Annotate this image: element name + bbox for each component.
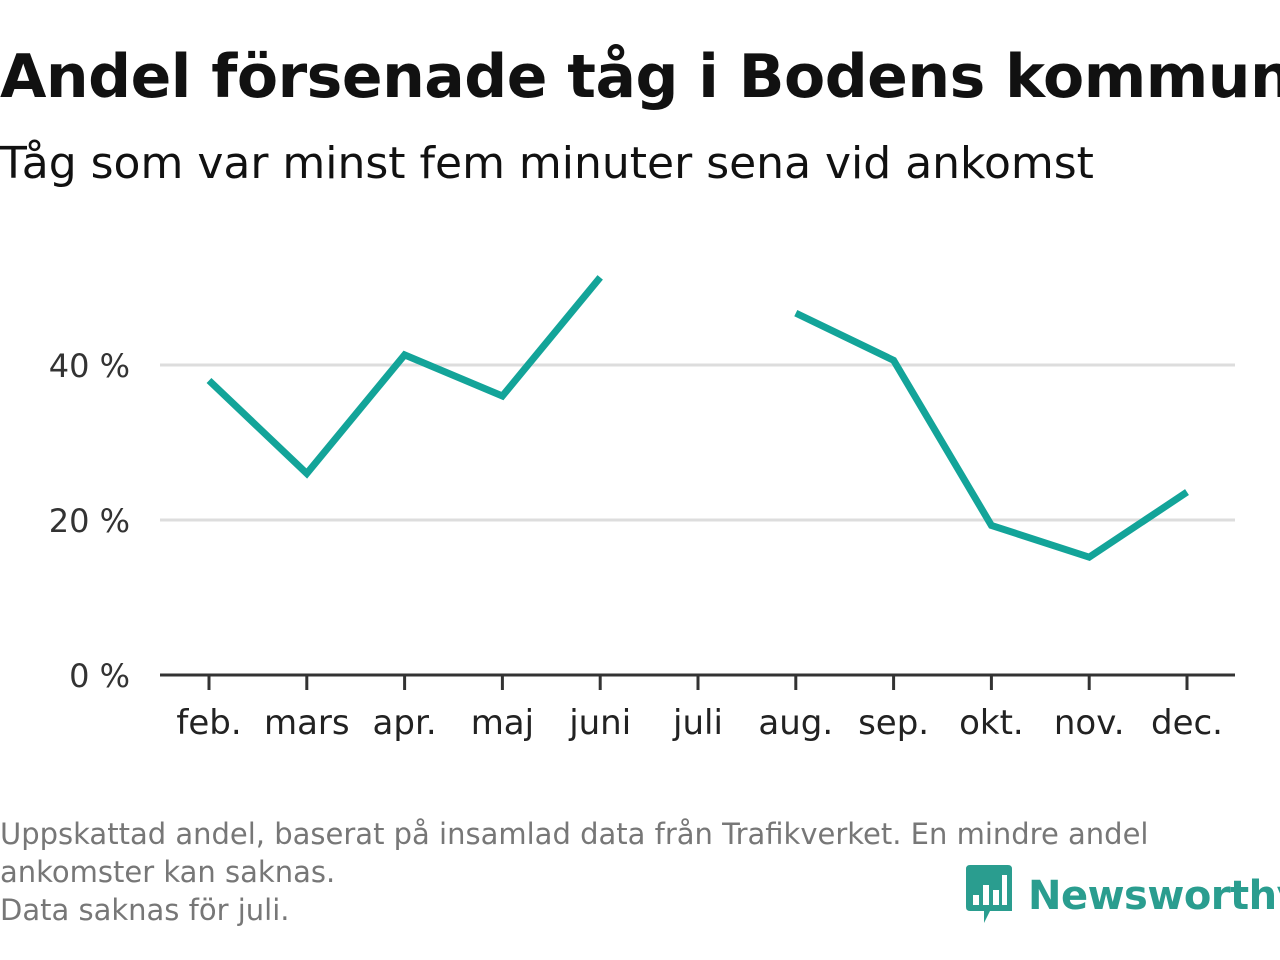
brand-name: Newsworthy xyxy=(1028,873,1280,919)
x-tick-label: okt. xyxy=(959,703,1024,743)
y-tick-label: 0 % xyxy=(69,657,130,695)
grid-lines xyxy=(160,363,1235,522)
chart-title: Andel försenade tåg i Bodens kommun xyxy=(0,42,1280,112)
x-tick-label: mars xyxy=(264,703,350,743)
footnote: Uppskattad andel, baserat på insamlad da… xyxy=(0,815,1270,929)
footnote-line-3: Data saknas för juli. xyxy=(0,893,290,927)
x-tick-label: apr. xyxy=(373,703,437,743)
series-line-segment xyxy=(794,309,1189,562)
x-tick-label: feb. xyxy=(176,703,241,743)
y-tick-label: 40 % xyxy=(49,347,130,385)
x-axis-labels: feb. mars apr. maj juni juli aug. sep. okt. nov. d… xyxy=(176,703,1223,743)
footnote-line-2: ankomster kan saknas. xyxy=(0,855,336,889)
x-tick-label: nov. xyxy=(1054,703,1125,743)
newsworthy-logo-icon xyxy=(966,865,1012,923)
x-tick-label: aug. xyxy=(758,703,833,743)
newsworthy-logo: Newsworthy xyxy=(964,864,1280,928)
y-axis-labels: 0 % 20 % 40 % xyxy=(49,347,130,695)
series-line xyxy=(206,275,1189,562)
x-tick-label: maj xyxy=(471,703,534,743)
series-line-segment xyxy=(206,275,603,479)
x-tick-label: juli xyxy=(672,703,723,743)
chart-subtitle: Tåg som var minst fem minuter sena vid a… xyxy=(0,138,1094,189)
y-tick-label: 20 % xyxy=(49,502,130,540)
footnote-line-1: Uppskattad andel, baserat på insamlad da… xyxy=(0,817,1149,851)
x-tick-label: sep. xyxy=(858,703,929,743)
x-tick-label: juni xyxy=(568,703,631,743)
x-tick-label: dec. xyxy=(1151,703,1223,743)
x-axis xyxy=(160,673,1235,690)
line-chart: 0 % 20 % 40 % feb. mars apr. maj juni juli aug. s… xyxy=(49,275,1235,743)
